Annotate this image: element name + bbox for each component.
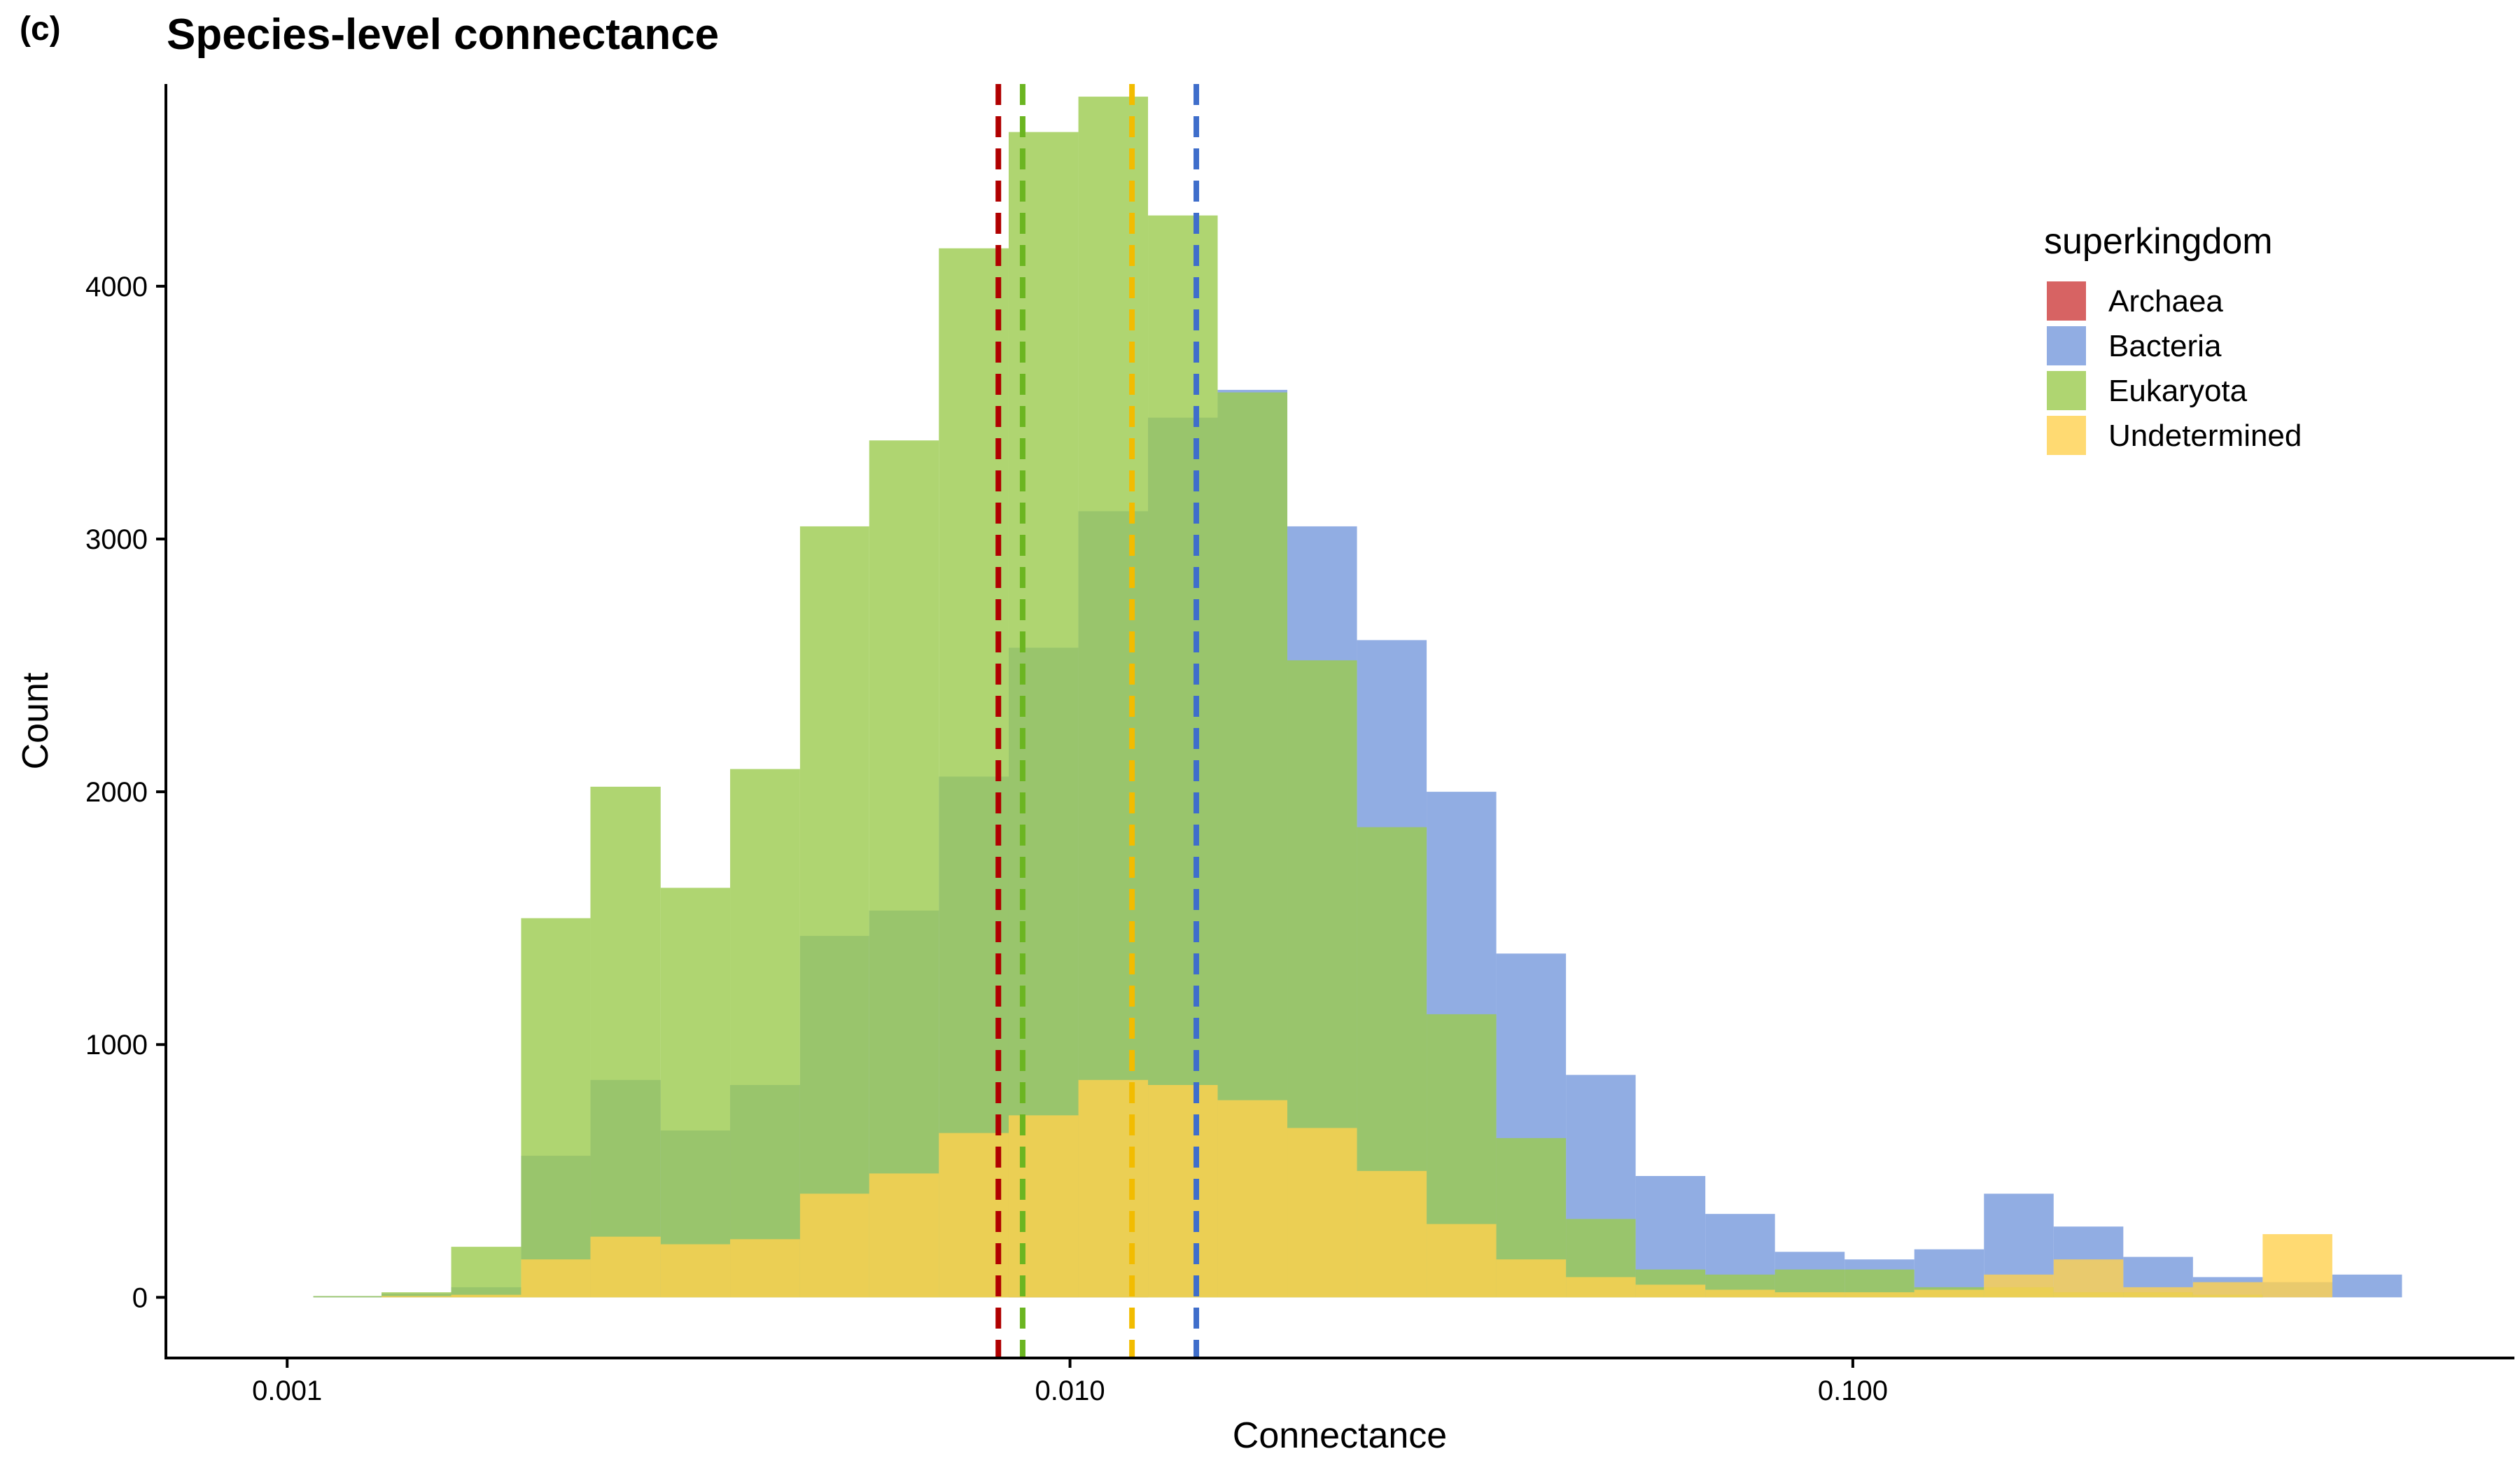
legend-key-bacteria xyxy=(2047,326,2086,365)
legend-key-eukaryota xyxy=(2047,371,2086,410)
bar-undetermined-2 xyxy=(451,1294,522,1298)
y-tick-label: 1000 xyxy=(85,1030,148,1060)
bar-undetermined-14 xyxy=(1287,1128,1357,1298)
bar-undetermined-16 xyxy=(1427,1224,1497,1298)
x-tick-label: 0.100 xyxy=(1818,1376,1888,1406)
bar-undetermined-24 xyxy=(1984,1274,2054,1298)
bar-undetermined-19 xyxy=(1635,1284,1706,1298)
bar-eukaryota-8 xyxy=(869,440,939,1298)
axes xyxy=(164,84,2514,1359)
bar-undetermined-13 xyxy=(1217,1100,1288,1298)
legend-items: Archaea Bacteria Eukaryota Undetermined xyxy=(2047,281,2302,455)
bar-undetermined-28 xyxy=(2262,1234,2332,1298)
legend-label-archaea: Archaea xyxy=(2108,284,2223,318)
bar-eukaryota-3 xyxy=(521,918,591,1298)
y-tick-label: 4000 xyxy=(85,272,148,302)
legend-title: superkingdom xyxy=(2044,221,2273,262)
bar-undetermined-20 xyxy=(1705,1289,1775,1298)
bar-eukaryota-2 xyxy=(451,1247,522,1298)
x-tick-label: 0.010 xyxy=(1035,1376,1105,1406)
y-tick-label: 2000 xyxy=(85,777,148,808)
bar-undetermined-18 xyxy=(1566,1277,1636,1298)
bar-eukaryota-5 xyxy=(660,888,731,1298)
y-tick-label: 3000 xyxy=(85,524,148,555)
bar-undetermined-10 xyxy=(1008,1115,1079,1298)
chart-title: Species-level connectance xyxy=(167,10,720,59)
x-axis-title: Connectance xyxy=(1233,1415,1447,1456)
legend-key-archaea xyxy=(2047,281,2086,321)
bar-eukaryota-1 xyxy=(382,1292,451,1298)
bar-undetermined-27 xyxy=(2192,1282,2263,1298)
bar-undetermined-11 xyxy=(1078,1079,1149,1298)
bar-eukaryota-7 xyxy=(799,526,869,1298)
legend-label-bacteria: Bacteria xyxy=(2108,329,2222,363)
histogram-bars xyxy=(313,97,2402,1298)
bar-undetermined-8 xyxy=(869,1173,939,1298)
bar-undetermined-1 xyxy=(382,1296,451,1298)
ticks: 0.001 0.010 0.100 0 1000 2000 3000 4000 xyxy=(85,272,1888,1406)
bar-undetermined-15 xyxy=(1357,1170,1427,1298)
bar-bacteria-29 xyxy=(2332,1274,2402,1298)
bar-undetermined-4 xyxy=(590,1236,661,1298)
legend-key-undetermined xyxy=(2047,416,2086,455)
legend-label-eukaryota: Eukaryota xyxy=(2108,374,2248,408)
bar-undetermined-26 xyxy=(2123,1287,2193,1298)
bar-undetermined-3 xyxy=(521,1259,591,1298)
bar-undetermined-21 xyxy=(1774,1292,1845,1298)
bar-undetermined-12 xyxy=(1148,1085,1218,1298)
bar-undetermined-22 xyxy=(1844,1292,1914,1298)
bar-undetermined-17 xyxy=(1496,1259,1567,1298)
bar-undetermined-23 xyxy=(1914,1289,1984,1298)
bar-eukaryota-4 xyxy=(590,786,661,1298)
bar-undetermined-5 xyxy=(660,1244,731,1298)
bar-undetermined-25 xyxy=(2053,1259,2124,1298)
panel-label: (c) xyxy=(20,10,61,48)
legend-label-undetermined: Undetermined xyxy=(2108,419,2302,453)
y-axis-title: Count xyxy=(15,672,56,769)
y-tick-label: 0 xyxy=(132,1282,148,1313)
mean-lines xyxy=(995,84,1200,1358)
bar-undetermined-6 xyxy=(730,1239,800,1298)
bar-eukaryota-6 xyxy=(730,769,800,1298)
bar-undetermined-7 xyxy=(799,1194,869,1298)
x-tick-label: 0.001 xyxy=(252,1376,322,1406)
bar-eukaryota-0 xyxy=(313,1296,382,1298)
legend: superkingdom Archaea Bacteria Eukaryota Und… xyxy=(2044,221,2302,455)
